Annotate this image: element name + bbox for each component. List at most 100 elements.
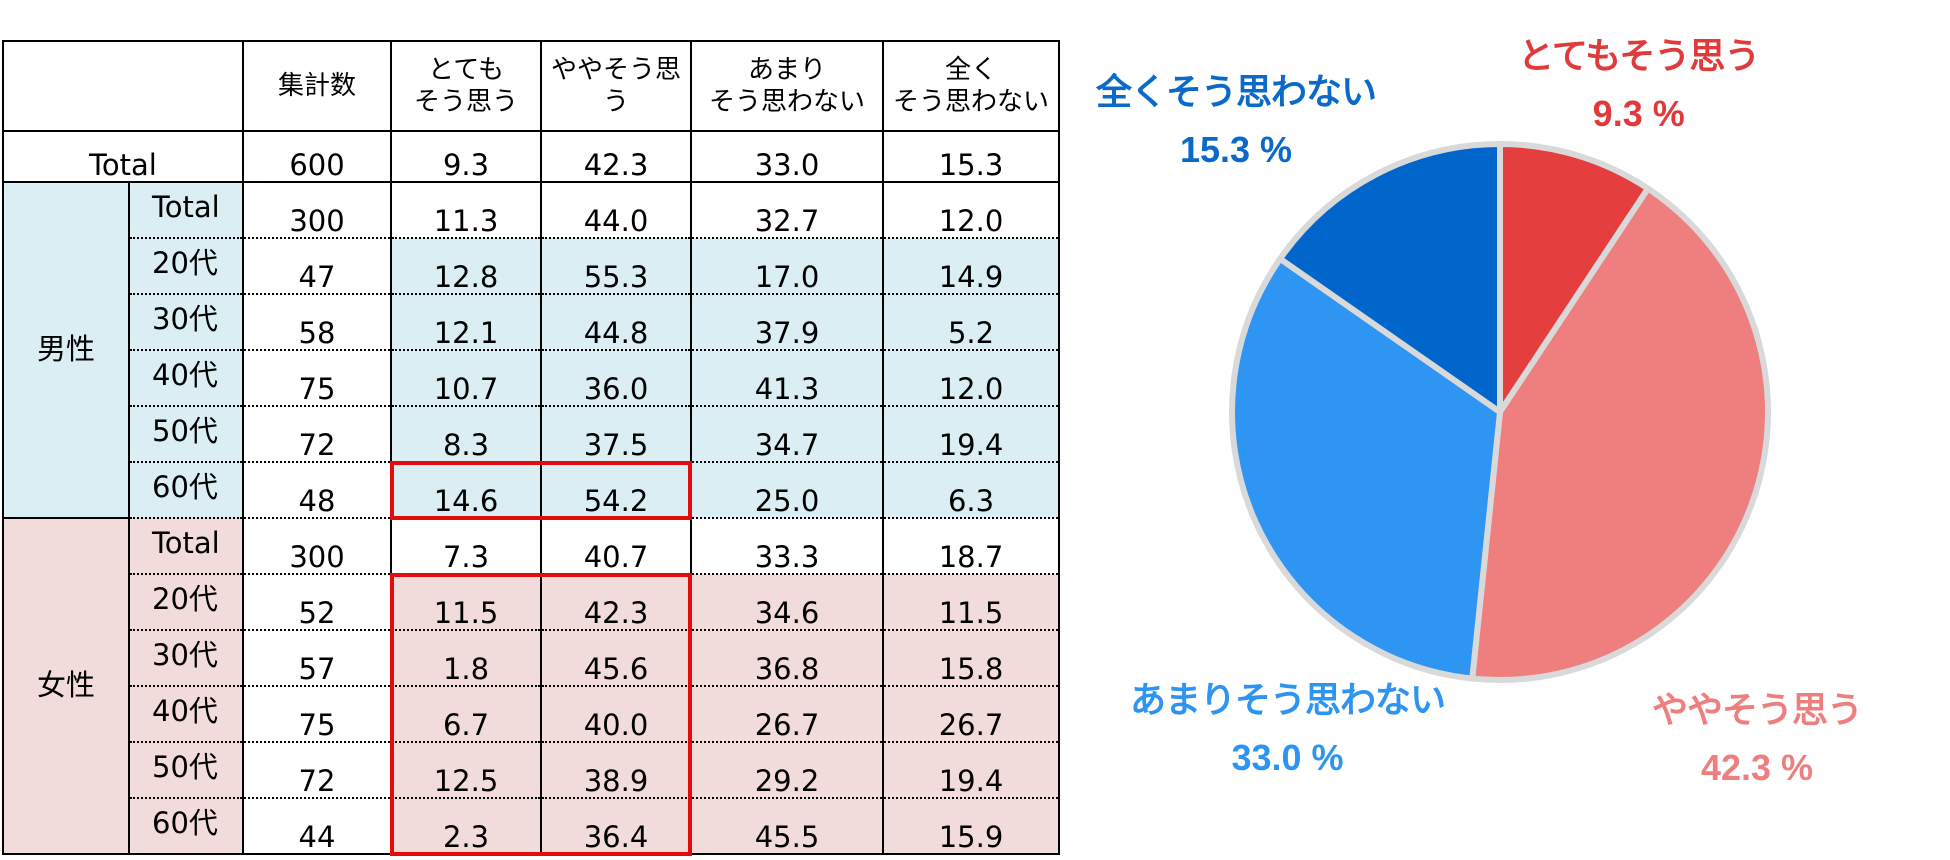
pie-label-percent: 15.3 % (1179, 129, 1293, 170)
cell-somewhat-agree: 42.3 (540, 131, 692, 183)
cell-sample-size: 300 (242, 182, 392, 239)
pie-label-name: とてもそう思う (1518, 35, 1760, 76)
header-somewhat-agree: ややそう思う (540, 40, 692, 132)
cell-somewhat-agree: 40.0 (540, 686, 692, 743)
header-strongly-disagree: 全く そう思わない (882, 40, 1060, 132)
cell-sample-size: 300 (242, 518, 392, 575)
cell-strongly-agree: 7.3 (390, 518, 542, 575)
table-row: 女性 Total 300 7.3 40.7 33.3 18.7 (2, 518, 1060, 855)
segment-label: 男性 (2, 182, 130, 519)
cell-somewhat-disagree: 26.7 (690, 686, 884, 743)
pie-label-strongly-disagree: 全くそう思わない 15.3 % (1096, 71, 1377, 170)
cell-strongly-agree: 9.3 (390, 131, 542, 183)
cell-strongly-disagree: 19.4 (882, 742, 1060, 799)
row-label: Total (128, 518, 244, 575)
pie-slice-somewhat-agree (1469, 185, 1771, 683)
cell-strongly-agree: 10.7 (390, 350, 542, 407)
cell-strongly-disagree: 18.7 (882, 518, 1060, 575)
cell-sample-size: 72 (242, 742, 392, 799)
cell-sample-size: 600 (242, 131, 392, 183)
cell-sample-size: 47 (242, 238, 392, 295)
pie-label-strongly-agree: とてもそう思う 9.3 % (1518, 35, 1760, 134)
row-label: 30代 (128, 630, 244, 687)
cell-somewhat-agree: 40.7 (540, 518, 692, 575)
cell-somewhat-disagree: 34.7 (690, 406, 884, 463)
cell-somewhat-disagree: 33.0 (690, 131, 884, 183)
table-row: 50代 72 8.3 37.5 34.7 19.4 (3, 406, 1060, 463)
cell-strongly-disagree: 12.0 (882, 182, 1060, 239)
cell-strongly-disagree: 11.5 (882, 574, 1060, 631)
table-header-row: 集計数 とても そう思う ややそう思う あまり そう思わない 全く そう思わない (2, 40, 1060, 132)
cell-somewhat-agree: 38.9 (540, 742, 692, 799)
cell-strongly-agree: 8.3 (390, 406, 542, 463)
table-row-grand-total: Total 600 9.3 42.3 33.0 15.3 (2, 131, 1060, 183)
cell-sample-size: 58 (242, 294, 392, 351)
pie-label-somewhat-disagree: あまりそう思わない 33.0 % (1130, 682, 1446, 778)
pie-slice-strongly-agree (1497, 141, 1651, 415)
cell-strongly-agree: 11.3 (390, 182, 542, 239)
header-somewhat-disagree: あまり そう思わない (690, 40, 884, 132)
table-row: 男性 Total 300 11.3 44.0 32.7 12.0 (2, 182, 1060, 519)
row-label: 60代 (128, 798, 244, 855)
row-label: 40代 (128, 686, 244, 743)
cell-strongly-disagree: 15.3 (882, 131, 1060, 183)
header-sample-size: 集計数 (242, 40, 392, 132)
pie-label-percent: 42.3 % (1700, 747, 1814, 788)
row-label: Total (2, 131, 244, 183)
segment-label: 女性 (2, 518, 130, 855)
pie-label-percent: 33.0 % (1231, 737, 1344, 778)
header-strongly-agree: とても そう思う (390, 40, 542, 132)
cell-strongly-agree: 12.5 (390, 742, 542, 799)
cell-somewhat-agree: 36.0 (540, 350, 692, 407)
cell-somewhat-disagree: 33.3 (690, 518, 884, 575)
table-row: 60代 48 14.6 54.2 25.0 6.3 (3, 462, 1060, 519)
table-row: 40代 75 6.7 40.0 26.7 26.7 (3, 686, 1060, 743)
cell-sample-size: 75 (242, 686, 392, 743)
pie-label-name: ややそう思う (1652, 689, 1863, 730)
cell-strongly-disagree: 12.0 (882, 350, 1060, 407)
cell-strongly-agree: 1.8 (390, 630, 542, 687)
cell-sample-size: 48 (242, 462, 392, 519)
cell-sample-size: 57 (242, 630, 392, 687)
cell-sample-size: 72 (242, 406, 392, 463)
row-label: 40代 (128, 350, 244, 407)
row-label: 20代 (128, 238, 244, 295)
pie-label-percent: 9.3 % (1592, 93, 1685, 134)
cell-strongly-disagree: 6.3 (882, 462, 1060, 519)
table-row: 30代 57 1.8 45.6 36.8 15.8 (3, 630, 1060, 687)
cell-somewhat-agree: 36.4 (540, 798, 692, 855)
cell-strongly-agree: 6.7 (390, 686, 542, 743)
cell-strongly-disagree: 26.7 (882, 686, 1060, 743)
pie-label-somewhat-agree: ややそう思う 42.3 % (1652, 689, 1863, 788)
pie-label-name: 全くそう思わない (1096, 71, 1377, 112)
cell-strongly-disagree: 14.9 (882, 238, 1060, 295)
cell-strongly-agree: 14.6 (390, 462, 542, 519)
cell-somewhat-disagree: 45.5 (690, 798, 884, 855)
cell-somewhat-disagree: 17.0 (690, 238, 884, 295)
pie-slice-strongly-disagree (1277, 141, 1503, 415)
cell-strongly-agree: 12.8 (390, 238, 542, 295)
row-label: 50代 (128, 406, 244, 463)
cell-somewhat-disagree: 32.7 (690, 182, 884, 239)
cell-somewhat-agree: 42.3 (540, 574, 692, 631)
table-row: 20代 47 12.8 55.3 17.0 14.9 (3, 238, 1060, 295)
cell-strongly-disagree: 15.8 (882, 630, 1060, 687)
cell-somewhat-agree: 44.0 (540, 182, 692, 239)
cell-somewhat-agree: 54.2 (540, 462, 692, 519)
row-label: Total (128, 182, 244, 239)
cell-sample-size: 52 (242, 574, 392, 631)
cell-somewhat-disagree: 29.2 (690, 742, 884, 799)
table-body: Total 600 9.3 42.3 33.0 15.3 男性 Total 300 11.3 44.… (2, 131, 1060, 855)
table-row: 40代 75 10.7 36.0 41.3 12.0 (3, 350, 1060, 407)
cell-somewhat-disagree: 37.9 (690, 294, 884, 351)
table-row: 30代 58 12.1 44.8 37.9 5.2 (3, 294, 1060, 351)
row-label: 50代 (128, 742, 244, 799)
table-row: 20代 52 11.5 42.3 34.6 11.5 (3, 574, 1060, 631)
table-row: 60代 44 2.3 36.4 45.5 15.9 (3, 798, 1060, 855)
cell-somewhat-disagree: 25.0 (690, 462, 884, 519)
cell-strongly-agree: 11.5 (390, 574, 542, 631)
header-corner-cell (2, 40, 244, 132)
cell-somewhat-agree: 55.3 (540, 238, 692, 295)
table-row: 50代 72 12.5 38.9 29.2 19.4 (3, 742, 1060, 799)
